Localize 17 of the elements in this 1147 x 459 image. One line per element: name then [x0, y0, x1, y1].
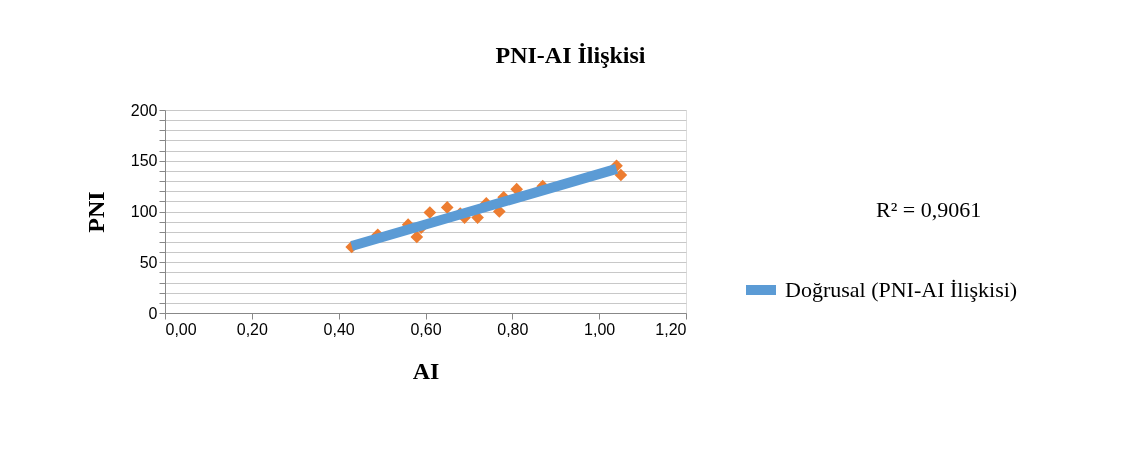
y-tick-label: 150	[130, 152, 158, 170]
y-tick-label: 50	[139, 253, 158, 271]
x-axis-title: AI	[412, 357, 440, 384]
legend-label: Doğrusal (PNI-AI İlişkisi)	[785, 277, 1018, 302]
y-axis-title: PNI	[82, 191, 109, 233]
x-tick-label: 1,20	[655, 320, 687, 338]
x-tick-label: 0,40	[323, 320, 355, 338]
x-tick-label: 1,00	[584, 320, 616, 338]
y-tick-label: 200	[130, 101, 158, 119]
x-tick-label: 0,60	[410, 320, 442, 338]
y-tick-label: 0	[148, 304, 158, 322]
x-tick-label: 0,20	[236, 320, 269, 338]
x-tick-label: 0,80	[497, 320, 529, 338]
text: R² = 0,9061	[876, 197, 982, 222]
x-tick-label: 0,00	[165, 320, 197, 338]
y-tick-label: 100	[130, 203, 158, 220]
chart-title: PNI-AI İlişkisi	[495, 42, 646, 68]
